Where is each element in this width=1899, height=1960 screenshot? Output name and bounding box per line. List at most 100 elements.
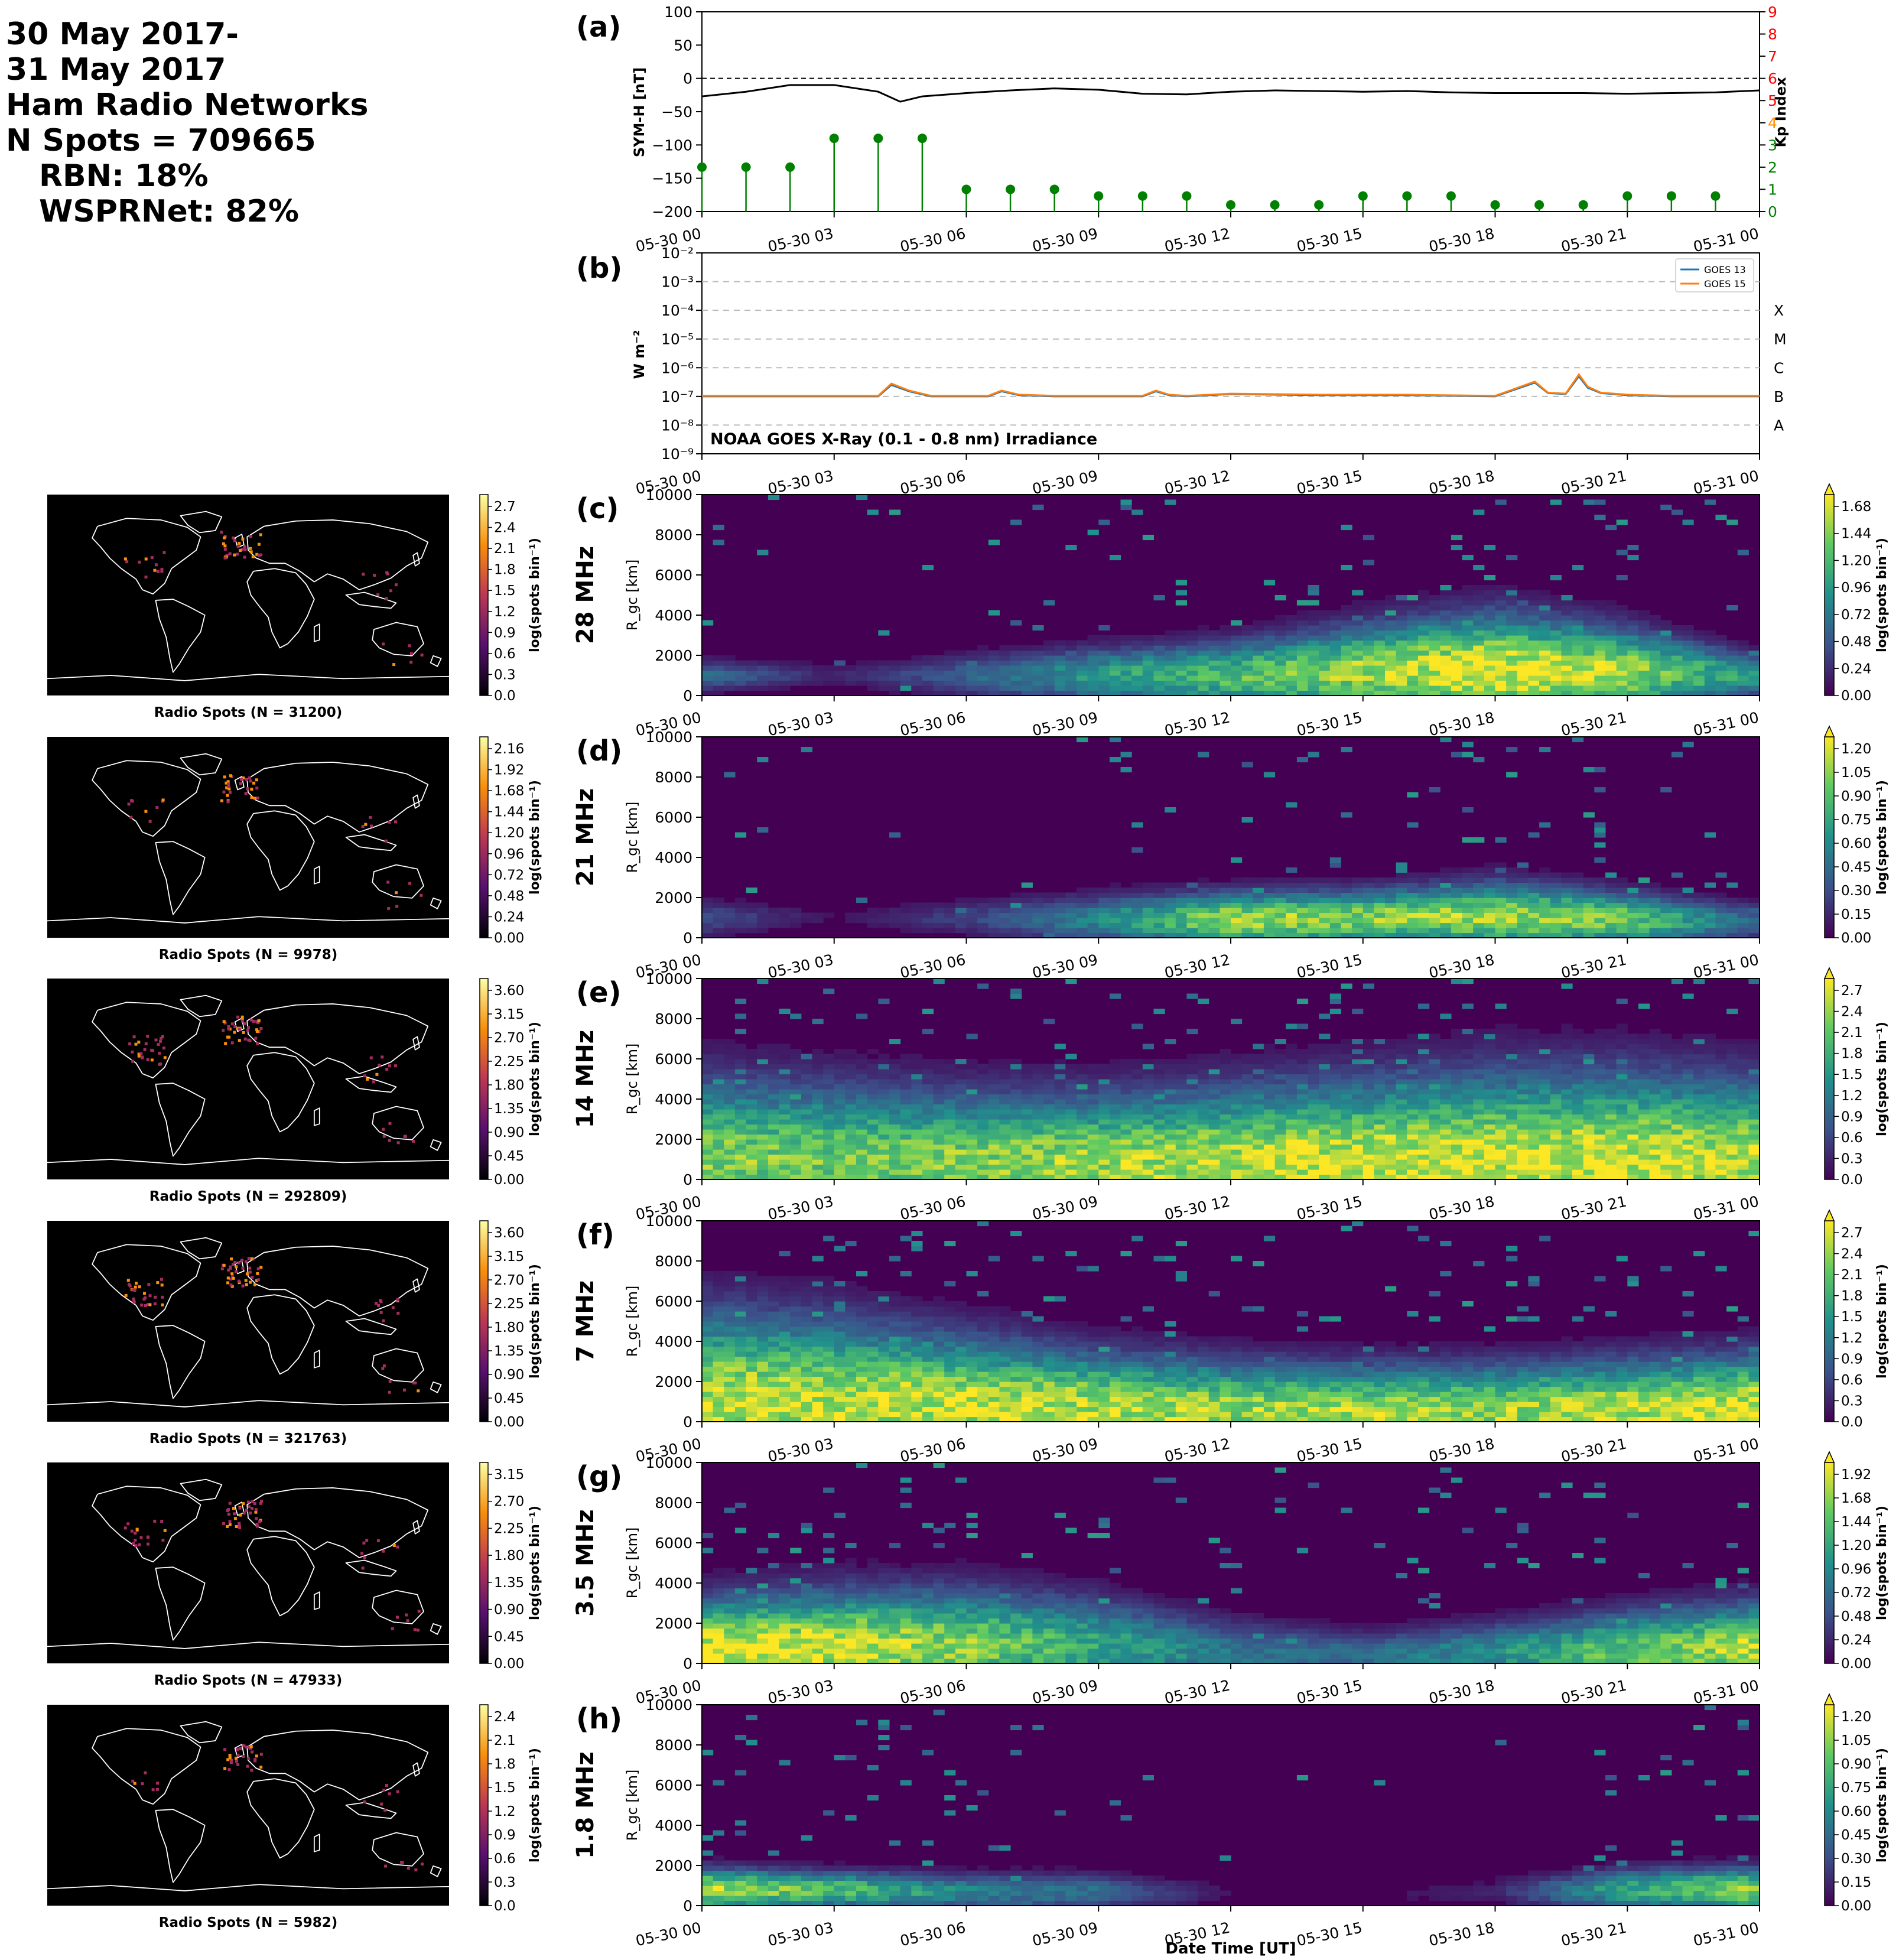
heatmap-cell — [988, 1114, 1000, 1120]
heatmap-cell — [1274, 1149, 1286, 1155]
heatmap-cell — [1682, 932, 1694, 938]
heatmap-cell — [1583, 888, 1595, 893]
heatmap-cell — [1120, 767, 1132, 773]
heatmap-cell — [922, 1069, 934, 1075]
heatmap-cell — [1374, 1069, 1386, 1075]
legend-label: GOES 13 — [1704, 264, 1746, 275]
heatmap-cell — [1109, 645, 1121, 651]
heatmap-cell — [746, 1094, 757, 1100]
heatmap-cell — [713, 675, 724, 681]
heatmap-cell — [922, 685, 934, 691]
heatmap-cell — [933, 1124, 945, 1130]
heatmap-cell — [1263, 898, 1276, 903]
heatmap-cell — [1263, 912, 1276, 918]
heatmap-cell — [734, 1013, 747, 1019]
heatmap-cell — [1363, 1099, 1374, 1105]
heatmap-cell — [757, 1109, 769, 1115]
heatmap-cell — [1473, 605, 1485, 611]
heatmap-cell — [779, 1054, 791, 1059]
heatmap-cell — [1396, 650, 1407, 656]
heatmap-cell — [1737, 690, 1749, 696]
heatmap-cell — [1726, 660, 1738, 666]
heatmap-cell — [944, 902, 956, 908]
heatmap-cell — [1329, 630, 1341, 636]
heatmap-cell — [1077, 640, 1088, 646]
heatmap-cell — [1263, 675, 1276, 681]
heatmap-cell — [1054, 660, 1066, 666]
heatmap-cell — [1308, 882, 1319, 888]
heatmap-cell — [768, 675, 780, 681]
heatmap-cell — [1352, 650, 1364, 656]
heatmap-cell — [1077, 1174, 1088, 1180]
heatmap-cell — [1263, 877, 1276, 883]
heatmap-cell — [801, 1099, 812, 1105]
heatmap-cell — [1253, 650, 1264, 656]
heatmap-cell — [1429, 620, 1440, 626]
heatmap-cell — [1175, 918, 1187, 924]
heatmap-cell — [1077, 922, 1088, 928]
heatmap-cell — [1263, 1074, 1276, 1080]
heatmap-cell — [878, 1074, 890, 1080]
heatmap-cell — [1462, 807, 1474, 813]
heatmap-cell — [1175, 1099, 1187, 1105]
heatmap-cell — [1561, 1109, 1573, 1115]
heatmap-cell — [1462, 888, 1474, 893]
heatmap-cell — [1550, 1149, 1562, 1155]
heatmap-cell — [911, 912, 923, 918]
heatmap-cell — [1561, 615, 1573, 621]
heatmap-cell — [900, 912, 912, 918]
heatmap-cell — [1594, 1029, 1606, 1035]
heatmap-cell — [724, 1169, 736, 1175]
heatmap-cell — [1561, 685, 1573, 691]
map-spot — [249, 550, 253, 554]
heatmap-cell — [801, 1079, 812, 1085]
heatmap-cell — [1153, 640, 1165, 646]
heatmap-cell — [1021, 690, 1033, 696]
heatmap-cell — [1043, 922, 1055, 928]
heatmap-cell — [746, 1109, 757, 1115]
heatmap-cell — [988, 610, 1000, 616]
heatmap-cell — [1407, 1139, 1419, 1145]
heatmap-cell — [1583, 645, 1595, 651]
heatmap-cell — [1186, 635, 1198, 641]
heatmap-cell — [856, 1079, 868, 1085]
heatmap-cell — [1329, 1079, 1341, 1085]
heatmap-cell — [1263, 635, 1276, 641]
heatmap-cell — [944, 1149, 956, 1155]
heatmap-cell — [1561, 1023, 1573, 1029]
y-tick-label: 0 — [683, 70, 692, 87]
heatmap-cell — [1153, 1084, 1165, 1090]
heatmap-cell — [1341, 1149, 1352, 1155]
heatmap-cell — [1043, 898, 1055, 903]
heatmap-cell — [724, 912, 736, 918]
heatmap-cell — [1341, 902, 1352, 908]
heatmap-cell — [1021, 892, 1033, 898]
heatmap-cell — [1550, 1064, 1562, 1070]
heatmap-cell — [1308, 1139, 1319, 1145]
heatmap-cell — [845, 1084, 857, 1090]
heatmap-cell — [1120, 892, 1132, 898]
heatmap-cell — [757, 1074, 769, 1080]
heatmap-cell — [955, 1089, 967, 1095]
heatmap-cell — [955, 690, 967, 696]
heatmap-cell — [724, 1149, 736, 1155]
heatmap-cell — [889, 1039, 901, 1045]
map-spot — [160, 568, 164, 571]
heatmap-cell — [867, 509, 879, 515]
heatmap-cell — [1473, 509, 1485, 515]
heatmap-cell — [1407, 1074, 1419, 1080]
heatmap-cell — [1021, 928, 1033, 934]
heatmap-cell — [702, 1154, 714, 1160]
heatmap-cell — [1561, 1064, 1573, 1070]
heatmap-cell — [1748, 685, 1760, 691]
heatmap-cell — [1165, 1144, 1176, 1150]
heatmap-cell — [1528, 1109, 1540, 1115]
heatmap-cell — [1440, 660, 1452, 666]
heatmap-cell — [1054, 932, 1066, 938]
heatmap-cell — [1506, 1104, 1518, 1110]
heatmap-cell — [1374, 1094, 1386, 1100]
heatmap-cell — [1627, 675, 1639, 681]
heatmap-cell — [1473, 1119, 1485, 1125]
heatmap-cell — [1506, 600, 1518, 606]
heatmap-cell — [1627, 660, 1639, 666]
